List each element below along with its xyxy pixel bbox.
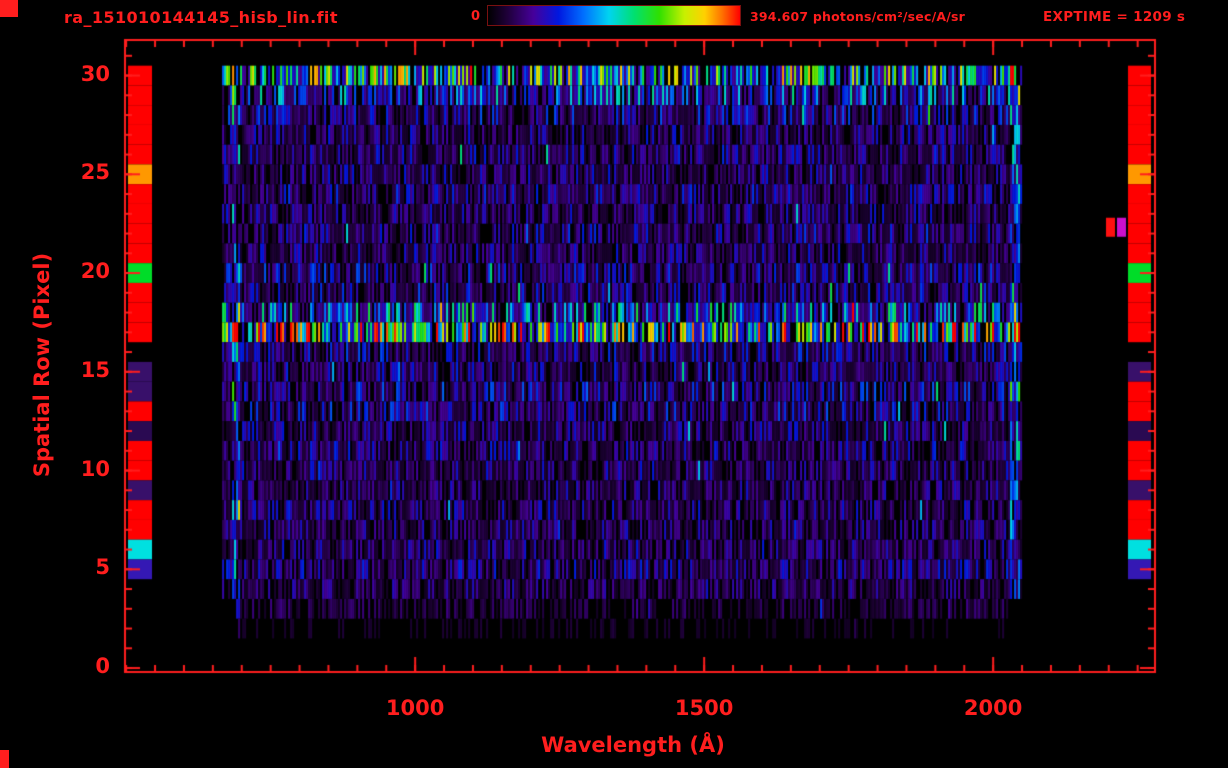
y-tick-label: 15 [80,357,110,382]
corner-marker-bottom-left [0,750,9,768]
x-tick-label: 1000 [385,696,445,720]
x-tick-label: 1500 [674,696,734,720]
y-tick-label: 10 [80,456,110,481]
y-tick-label: 25 [80,160,110,185]
x-axis-title: Wavelength (Å) [541,733,725,757]
y-tick-label: 30 [80,61,110,86]
corner-marker-top-left [0,0,18,17]
y-axis-title: Spatial Row (Pixel) [30,252,54,478]
y-tick-label: 20 [80,259,110,284]
exptime-label: EXPTIME = 1209 s [1043,9,1186,25]
colorbar-min-label: 0 [470,9,480,24]
x-tick-label: 2000 [963,696,1023,720]
filename-label: ra_151010144145_hisb_lin.fit [64,8,338,27]
y-tick-label: 5 [95,555,110,580]
y-tick-label: 0 [95,654,110,679]
colorbar-max-label: 394.607 photons/cm²/sec/A/sr [750,9,965,24]
colorbar [487,5,741,26]
